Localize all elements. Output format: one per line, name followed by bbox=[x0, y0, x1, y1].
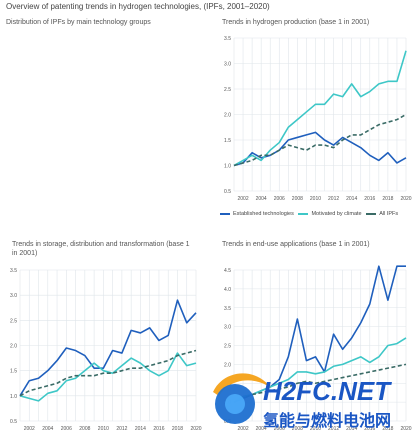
y-tick-label: 4.5 bbox=[224, 268, 231, 274]
y-tick-label: 2.0 bbox=[224, 362, 231, 368]
y-tick-label: 1.0 bbox=[10, 394, 17, 400]
y-tick-label: 0.5 bbox=[224, 189, 231, 195]
y-tick-label: 2.5 bbox=[224, 87, 231, 93]
x-tick-label: 2002 bbox=[237, 426, 248, 432]
x-tick-label: 2018 bbox=[382, 426, 393, 432]
treemap-cell-production-climate: Production Motivated by climate bbox=[6, 40, 52, 52]
x-tick-label: 2016 bbox=[153, 426, 164, 432]
x-tick-label: 2004 bbox=[256, 196, 267, 202]
x-tick-label: 2010 bbox=[98, 426, 109, 432]
series-line-established bbox=[233, 131, 407, 167]
x-tick-label: 2020 bbox=[400, 196, 411, 202]
x-tick-label: 2004 bbox=[256, 426, 267, 432]
x-tick-label: 2014 bbox=[346, 426, 357, 432]
main-title: Overview of patenting trends in hydrogen… bbox=[6, 2, 270, 11]
x-tick-label: 2010 bbox=[310, 196, 321, 202]
x-tick-label: 2012 bbox=[328, 196, 339, 202]
watermark-brand: H2FC.NET bbox=[263, 376, 392, 406]
x-tick-label: 2008 bbox=[292, 426, 303, 432]
series-line-all bbox=[233, 113, 407, 167]
watermark-subtitle: 氢能与燃料电池网 bbox=[263, 411, 391, 430]
watermark: H2FC.NET 氢能与燃料电池网 bbox=[205, 360, 415, 438]
series-line-motivated bbox=[233, 337, 407, 403]
chart-production-legend: Established technologies Motivated by cl… bbox=[220, 211, 398, 217]
chart-production-title: Trends in hydrogen production (base 1 in… bbox=[222, 19, 370, 26]
x-tick-label: 2014 bbox=[135, 426, 146, 432]
y-tick-label: 3.0 bbox=[224, 62, 231, 68]
chart-storage-title: Trends in storage, distribution and tran… bbox=[12, 241, 190, 257]
x-tick-label: 2012 bbox=[328, 426, 339, 432]
x-tick-label: 2010 bbox=[310, 426, 321, 432]
treemap-cell-applications-established: Applications Established technologies bbox=[145, 149, 157, 161]
x-tick-label: 2004 bbox=[42, 426, 53, 432]
x-tick-label: 2002 bbox=[24, 426, 35, 432]
legend-swatch-established bbox=[220, 212, 230, 215]
x-tick-label: 2020 bbox=[190, 426, 201, 432]
y-tick-label: 2.5 bbox=[224, 344, 231, 350]
treemap-cell-storage-established: Storage, distribution, trans-formation E… bbox=[160, 40, 194, 70]
x-tick-label: 2006 bbox=[274, 196, 285, 202]
x-tick-label: 2008 bbox=[79, 426, 90, 432]
y-tick-label: 3.5 bbox=[10, 268, 17, 274]
x-tick-label: 2002 bbox=[237, 196, 248, 202]
chart-production: 0.5 1.0 1.5 2.0 2.5 3.0 3.5 2002 2004 2006 2008 201… bbox=[224, 36, 412, 202]
x-tick-label: 2012 bbox=[116, 426, 127, 432]
chart-storage: 0.5 1.0 1.5 2.0 2.5 3.0 3.5 2002 2004 2006 2008 201… bbox=[10, 268, 202, 432]
x-tick-label: 2018 bbox=[382, 196, 393, 202]
legend-swatch-motivated bbox=[298, 212, 309, 215]
x-tick-label: 2008 bbox=[292, 196, 303, 202]
legend-swatch-all bbox=[366, 212, 377, 215]
series-line-motivated bbox=[233, 50, 407, 167]
y-tick-label: 1.5 bbox=[224, 138, 231, 144]
series-line-established bbox=[19, 299, 197, 397]
y-tick-label: 4.0 bbox=[224, 287, 231, 293]
y-tick-label: 3.5 bbox=[224, 36, 231, 42]
x-tick-label: 2006 bbox=[274, 426, 285, 432]
series-line-motivated bbox=[19, 352, 197, 402]
treemap-cell-storage-climate: Storage, distribution, trans-formation M… bbox=[160, 150, 194, 180]
y-tick-label: 3.0 bbox=[10, 293, 17, 299]
treemap-cell-production-established: Production Established technologies bbox=[108, 40, 137, 58]
x-tick-label: 2014 bbox=[346, 196, 357, 202]
y-tick-label: 3.5 bbox=[224, 306, 231, 312]
x-tick-label: 2016 bbox=[364, 196, 375, 202]
chart-enduse: 0.51.01.52.02.53.03.54.04.52002200420062… bbox=[224, 265, 412, 432]
treemap-title: Distribution of IPFs by main technology … bbox=[6, 19, 151, 26]
watermark-logo: H2FC.NET 氢能与燃料电池网 bbox=[213, 373, 392, 430]
y-tick-label: 2.0 bbox=[10, 344, 17, 350]
treemap-cell-applications-climate: Applications Motivated by climate bbox=[6, 150, 52, 162]
series-line-all bbox=[19, 349, 197, 397]
watermark-swoosh-icon bbox=[213, 373, 271, 396]
x-tick-label: 2018 bbox=[172, 426, 183, 432]
x-tick-label: 2020 bbox=[400, 426, 411, 432]
treemap: Production Motivated by climate Producti… bbox=[4, 38, 200, 196]
y-tick-label: 2.5 bbox=[10, 318, 17, 324]
y-tick-label: 3.0 bbox=[224, 325, 231, 331]
y-tick-label: 1.0 bbox=[224, 164, 231, 170]
x-tick-label: 2006 bbox=[61, 426, 72, 432]
y-tick-label: 1.5 bbox=[10, 369, 17, 375]
y-tick-label: 2.0 bbox=[224, 113, 231, 119]
x-tick-label: 2016 bbox=[364, 426, 375, 432]
y-tick-label: 0.5 bbox=[10, 419, 17, 425]
chart-enduse-title: Trends in end-use applications (base 1 i… bbox=[222, 241, 370, 248]
